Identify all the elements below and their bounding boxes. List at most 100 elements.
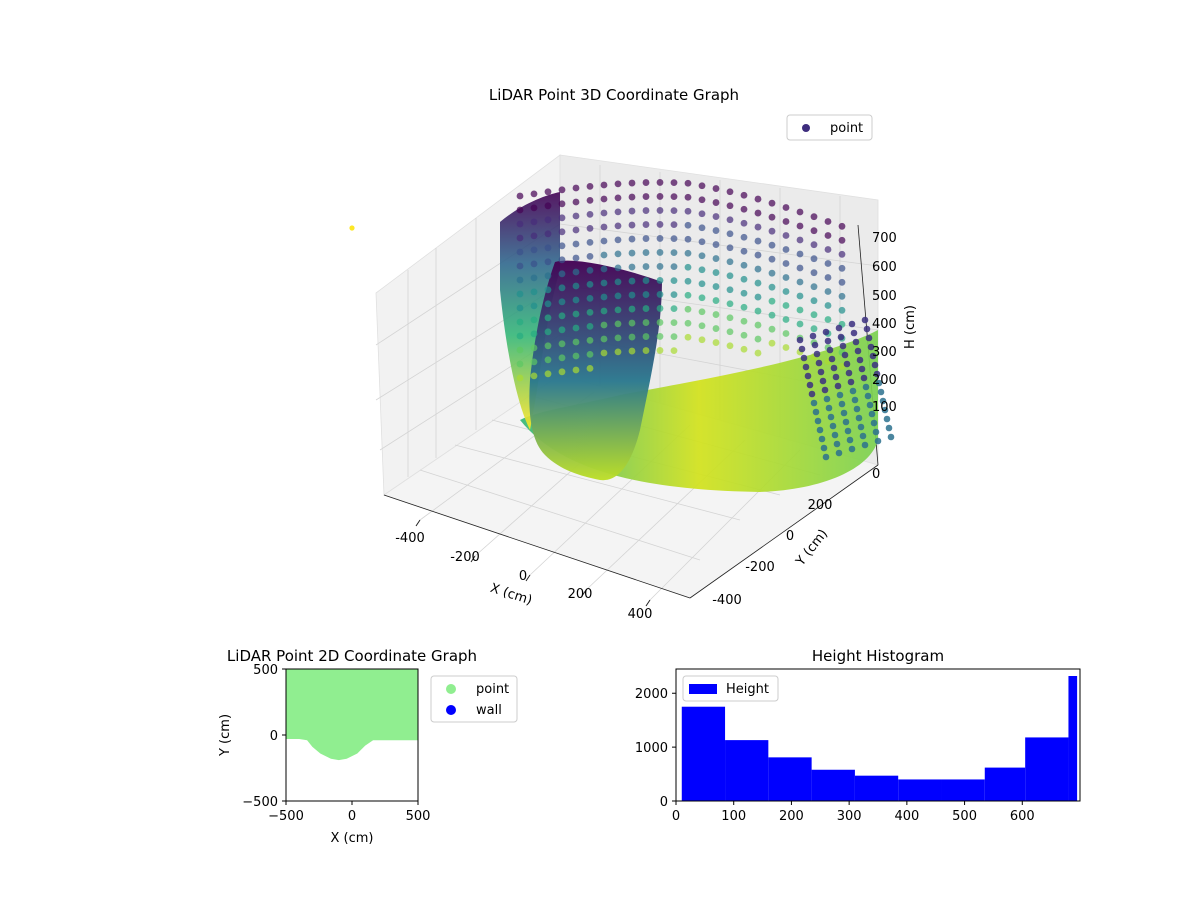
point-marker — [614, 194, 622, 202]
point-marker — [864, 392, 872, 400]
point-marker — [572, 226, 580, 234]
point-marker — [684, 193, 692, 201]
point-marker — [530, 316, 538, 324]
point-marker — [881, 406, 889, 414]
x-axis-label-2d: X (cm) — [331, 831, 374, 846]
y-axis-label-3d: Y (cm) — [793, 527, 831, 570]
point-marker — [614, 236, 622, 244]
point-marker — [670, 207, 678, 215]
point-marker — [754, 251, 762, 259]
point-marker — [885, 424, 893, 432]
point-marker — [628, 207, 636, 215]
point-marker — [726, 342, 734, 350]
z-tick-label: 400 — [872, 317, 897, 332]
y-tick-label: 0 — [270, 729, 278, 744]
point-marker — [628, 179, 636, 187]
point-marker — [656, 291, 664, 298]
point-marker — [544, 244, 552, 252]
point-marker — [614, 292, 622, 300]
chart-3d-title: LiDAR Point 3D Coordinate Graph — [489, 86, 739, 104]
point-marker — [642, 249, 650, 256]
point-marker — [628, 193, 636, 201]
point-marker — [670, 333, 678, 341]
point-marker — [642, 333, 650, 340]
point-marker — [516, 192, 524, 200]
histogram-bar — [984, 767, 1026, 801]
point-marker — [726, 328, 734, 336]
point-marker — [796, 306, 804, 314]
point-marker — [814, 417, 822, 425]
point-marker — [684, 207, 692, 215]
x-tick-label: -400 — [395, 531, 425, 546]
point-marker — [808, 390, 816, 398]
point-marker — [806, 381, 814, 389]
z-tick-label: 300 — [872, 345, 897, 360]
left-wall-cloud — [500, 192, 560, 430]
histogram-bar — [854, 775, 899, 801]
point-marker — [712, 297, 720, 304]
point-marker — [544, 230, 552, 238]
point-marker — [516, 220, 524, 228]
point-marker — [838, 292, 846, 300]
plot-frame-hist — [675, 668, 1081, 802]
x-tick-label: 300 — [837, 809, 862, 824]
point-marker — [820, 444, 828, 452]
x-tick-label: 400 — [894, 809, 919, 824]
point-marker — [628, 263, 636, 271]
point-marker — [586, 196, 594, 204]
point-marker — [684, 277, 692, 285]
point-marker — [530, 358, 538, 366]
point-marker — [544, 300, 552, 308]
point-marker — [768, 325, 776, 333]
z-ticks-3d: 700 600 500 400 300 200 100 0 — [872, 231, 897, 482]
point-marker — [828, 355, 836, 363]
point-marker — [868, 410, 876, 418]
point-marker — [628, 277, 636, 285]
point-marker — [530, 288, 538, 296]
point-marker — [740, 191, 748, 199]
point-marker — [600, 251, 608, 259]
point-marker — [712, 199, 720, 206]
point-marker — [841, 351, 849, 359]
point-marker — [516, 290, 524, 298]
right-wall-dots — [796, 316, 895, 461]
point-marker — [867, 343, 875, 351]
point-marker — [656, 305, 664, 312]
x-tick-label: −500 — [268, 809, 304, 824]
point-marker — [642, 347, 650, 354]
point-marker — [572, 324, 580, 332]
point-marker — [600, 307, 608, 315]
point-marker — [712, 339, 720, 346]
point-marker — [712, 255, 720, 262]
point-marker — [656, 319, 664, 326]
point-marker — [684, 291, 692, 299]
point-marker — [834, 382, 842, 390]
point-marker — [558, 242, 566, 250]
x-tick-label: 0 — [348, 809, 356, 824]
point-marker — [740, 261, 748, 269]
legend-marker-point — [802, 124, 810, 132]
point-marker — [516, 262, 524, 270]
point-marker — [768, 241, 776, 249]
point-marker — [642, 193, 650, 200]
point-marker — [838, 222, 846, 230]
point-marker — [782, 344, 790, 351]
point-marker — [872, 428, 880, 436]
point-marker — [838, 362, 846, 370]
point-marker — [754, 349, 762, 357]
point-marker — [628, 291, 636, 299]
point-marker — [843, 360, 851, 368]
point-marker — [558, 186, 566, 194]
point-marker — [825, 404, 833, 412]
point-marker — [754, 307, 762, 315]
point-marker — [726, 230, 734, 238]
point-marker — [600, 195, 608, 203]
z-tick-label: 500 — [872, 289, 897, 304]
x-tick-label: 100 — [721, 809, 746, 824]
legend-label-point: point — [476, 682, 509, 697]
point-marker — [860, 374, 868, 382]
point-marker — [862, 383, 870, 391]
point-marker — [600, 265, 608, 273]
point-marker — [879, 397, 887, 405]
point-marker — [516, 234, 524, 242]
